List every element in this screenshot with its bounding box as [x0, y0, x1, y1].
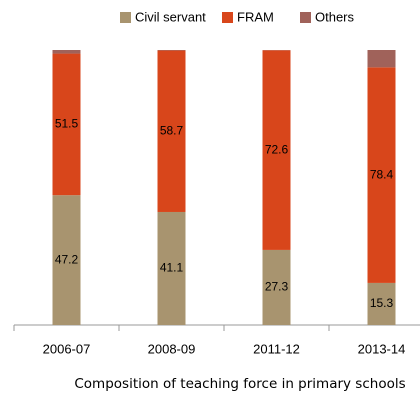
legend-swatch — [300, 12, 311, 23]
bar-segment — [262, 50, 291, 250]
legend-label: Civil servant — [135, 9, 206, 24]
bar-segment — [367, 67, 396, 283]
bar-segment — [262, 249, 291, 325]
data-label: 27.3 — [265, 280, 289, 294]
legend-swatch — [120, 12, 131, 23]
data-label: 72.6 — [265, 142, 289, 156]
data-label: 51.5 — [55, 117, 79, 131]
data-label: 15.3 — [370, 296, 394, 310]
bar-segment — [157, 50, 186, 51]
bar-segment — [52, 50, 81, 54]
data-label: 78.4 — [370, 167, 394, 181]
legend-label: Others — [315, 9, 355, 24]
legend-swatch — [222, 12, 233, 23]
x-tick-label: 2013-14 — [358, 341, 406, 356]
x-tick-label: 2008-09 — [148, 341, 196, 356]
bar-segment — [157, 211, 186, 325]
data-label: 41.1 — [160, 261, 184, 275]
data-label: 58.7 — [160, 123, 184, 137]
bar-segment — [52, 53, 81, 196]
x-tick-label: 2011-12 — [253, 341, 300, 356]
chart-title: Composition of teaching force in primary… — [74, 376, 406, 392]
legend-label: FRAM — [237, 9, 274, 24]
data-label: 47.2 — [55, 252, 79, 266]
bar-segment — [367, 50, 396, 68]
bar-segment — [52, 195, 81, 325]
x-tick-label: 2006-07 — [43, 341, 91, 356]
bar-segment — [367, 282, 396, 325]
bar-segment — [157, 50, 186, 212]
